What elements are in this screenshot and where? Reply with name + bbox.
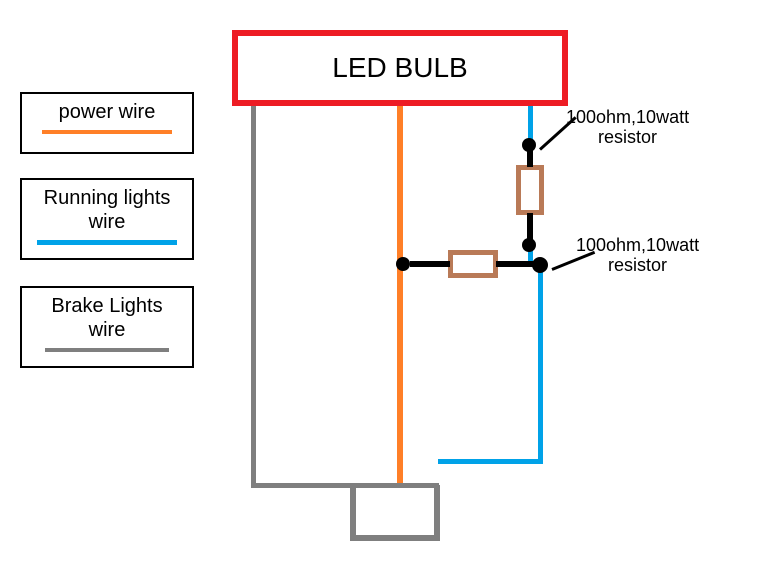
legend-line <box>37 240 177 245</box>
resistor-stub <box>410 261 450 267</box>
resistor-r2 <box>448 250 498 278</box>
resistor-label: 100ohm,10wattresistor <box>576 236 699 276</box>
legend-line <box>45 348 169 352</box>
running-wire-bottom-v <box>538 266 543 464</box>
junction-node <box>532 257 548 273</box>
junction-node <box>522 138 536 152</box>
junction-node <box>522 238 536 252</box>
resistor-stub <box>496 261 536 267</box>
brake-wire-v <box>251 106 256 488</box>
running-wire-bottom-h <box>438 459 543 464</box>
legend-item-2: Brake Lightswire <box>20 286 194 368</box>
legend-item-1: Running lightswire <box>20 178 194 260</box>
legend-item-0: power wire <box>20 92 194 154</box>
connector-box <box>350 485 440 541</box>
power-wire <box>397 106 403 488</box>
legend-line <box>42 130 172 134</box>
legend-label: Running lightswire <box>32 186 182 234</box>
resistor-r1 <box>516 165 544 215</box>
led-bulb-label: LED BULB <box>332 52 467 84</box>
resistor-label: 100ohm,10wattresistor <box>566 108 689 148</box>
legend-label: power wire <box>32 100 182 124</box>
led-bulb-box: LED BULB <box>232 30 568 106</box>
legend-label: Brake Lightswire <box>32 294 182 342</box>
junction-node <box>396 257 410 271</box>
